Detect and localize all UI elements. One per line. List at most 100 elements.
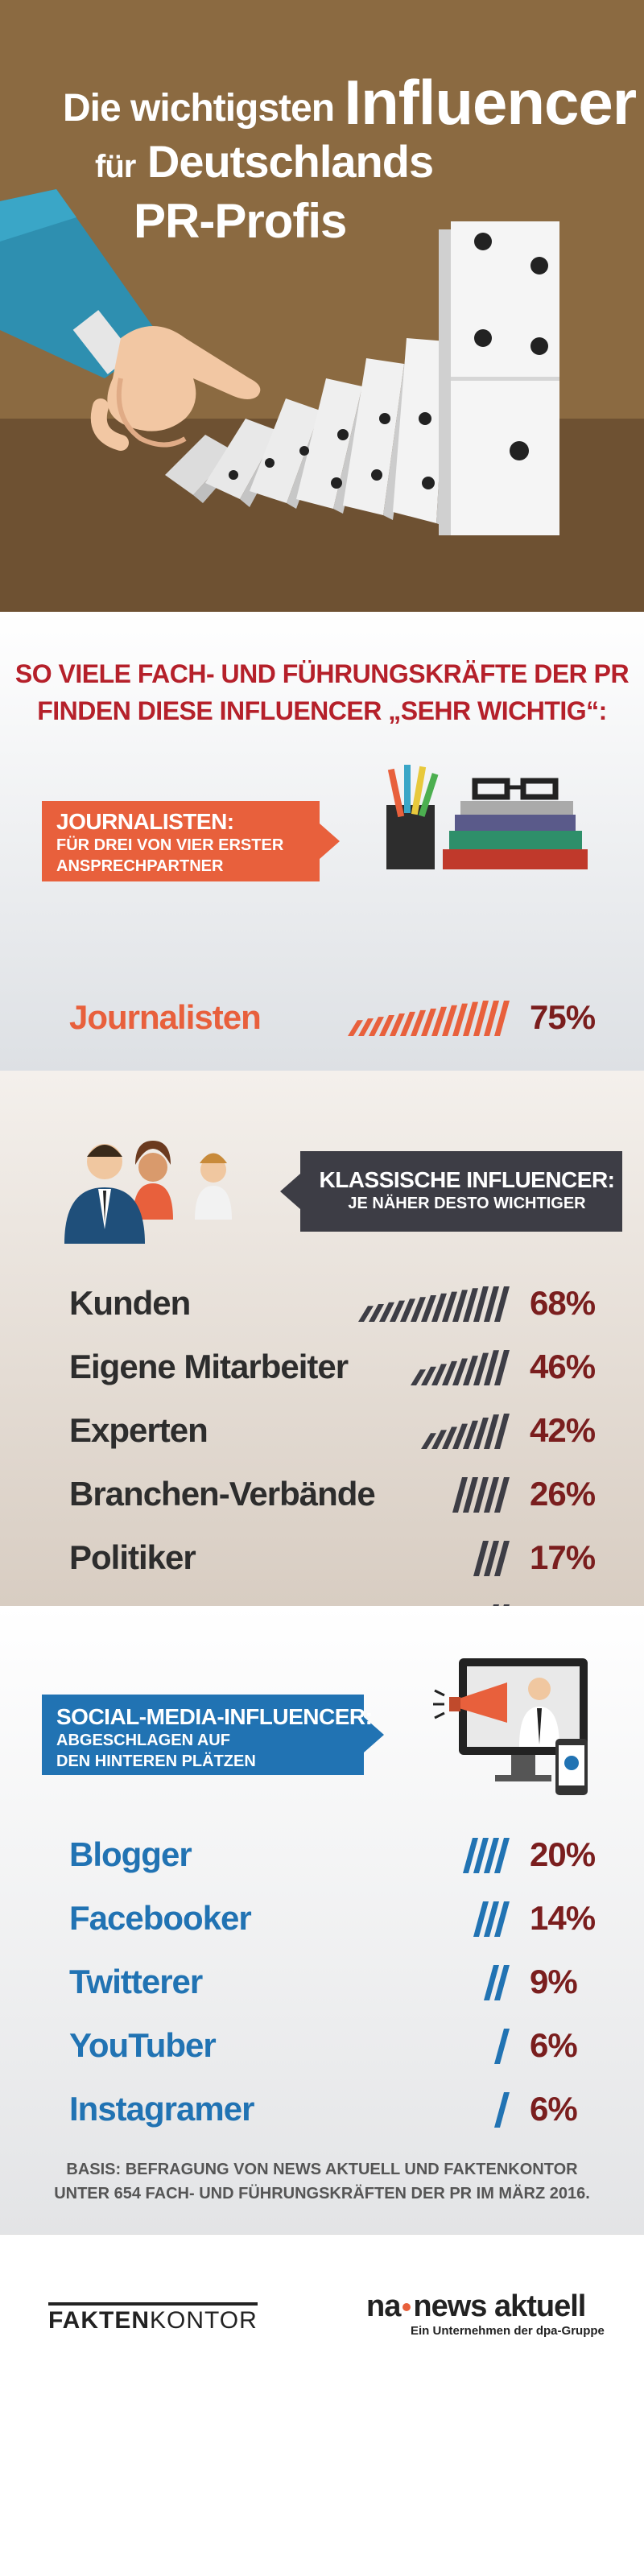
tally-bar xyxy=(431,1293,447,1322)
tally-bar xyxy=(411,1369,426,1385)
tally-bar xyxy=(473,1838,489,1873)
tally-bar xyxy=(421,1366,436,1385)
domino-illustration xyxy=(0,189,559,535)
tally-bar xyxy=(494,2029,510,2064)
tally-bar xyxy=(358,1306,374,1322)
value-ngos: 8% xyxy=(530,1602,578,1606)
tally-bar xyxy=(473,1477,489,1513)
faktenkontor-logo: FAKTENKONTOR xyxy=(48,2302,258,2334)
tally-bar xyxy=(421,1433,436,1449)
social-tag-sub2: DEN HINTEREN PLÄTZEN xyxy=(56,1752,256,1770)
tally-bar xyxy=(390,1013,405,1036)
row-label-blogger: Blogger xyxy=(69,1835,192,1873)
tally-bar xyxy=(484,1414,499,1449)
social-tag-sub1: ABGESCHLAGEN AUF xyxy=(56,1732,230,1749)
tally-bar xyxy=(421,1008,436,1036)
bars-journalisten xyxy=(348,1001,510,1036)
bars-experten xyxy=(421,1414,510,1449)
tally-bar xyxy=(494,2092,510,2128)
row-label-eigene-mitarbeiter: Eigene Mitarbeiter xyxy=(69,1348,349,1385)
tally-bar xyxy=(411,1009,426,1036)
tally-bar xyxy=(463,1356,478,1385)
social-tag-title: SOCIAL-MEDIA-INFLUENCER: xyxy=(56,1704,373,1729)
row-label-journalisten: Journalisten xyxy=(69,998,262,1036)
classic-tag-shape xyxy=(280,1151,622,1232)
classic-tag-title: KLASSISCHE INFLUENCER: xyxy=(319,1167,615,1192)
journalists-tag-sub2: ANSPRECHPARTNER xyxy=(56,857,224,875)
tally-bar xyxy=(452,1477,468,1513)
news-aktuell-main: news aktuell xyxy=(413,2289,586,2323)
basis-line2: UNTER 654 FACH- UND FÜHRUNGSKRÄFTEN DER … xyxy=(54,2185,590,2202)
tally-bar xyxy=(452,1423,468,1449)
tally-bar xyxy=(390,1300,405,1322)
hero-title-line1: Die wichtigsten Influencer xyxy=(63,67,637,138)
tally-bar xyxy=(473,1541,489,1576)
journalists-tag-shape xyxy=(42,801,340,881)
row-label-twitterer: Twitterer xyxy=(69,1963,203,2000)
tally-bar xyxy=(484,1901,499,1937)
tally-bar xyxy=(452,1290,468,1322)
row-label-branchen-verb-nde: Branchen-Verbände xyxy=(69,1475,376,1513)
bars-twitterer xyxy=(484,1965,510,2000)
tally-bar xyxy=(431,1430,447,1449)
bars-facebooker xyxy=(473,1901,510,1937)
value-twitterer: 9% xyxy=(530,1963,578,2000)
tally-bar xyxy=(400,1011,415,1036)
tally-bar xyxy=(484,1838,499,1873)
tally-bar xyxy=(473,1286,489,1322)
tally-bar xyxy=(484,1286,499,1322)
tally-bar xyxy=(473,1417,489,1449)
books-pencils-icon xyxy=(386,765,588,869)
hero-banner: Die wichtigsten Influencer für Deutschla… xyxy=(0,0,644,612)
tally-bar xyxy=(442,1360,457,1385)
row-label-kunden: Kunden xyxy=(69,1284,191,1322)
tally-bar xyxy=(494,1001,510,1036)
value-branchen-verb-nde: 26% xyxy=(530,1475,596,1513)
row-label-experten: Experten xyxy=(69,1411,208,1449)
tally-bar xyxy=(494,1901,510,1937)
tally-bar xyxy=(494,1350,510,1385)
tally-bar xyxy=(473,1352,489,1385)
social-tag-shape xyxy=(42,1695,384,1775)
tally-bar xyxy=(484,1541,499,1576)
bars-instagramer xyxy=(494,2092,510,2128)
row-label-facebooker: Facebooker xyxy=(69,1899,252,1937)
tally-bar xyxy=(484,1477,499,1513)
tally-bar xyxy=(348,1020,363,1036)
section-social-media-influencers: SOCIAL-MEDIA-INFLUENCER: ABGESCHLAGEN AU… xyxy=(0,1606,644,2234)
tally-bar xyxy=(503,1604,510,1606)
tally-bar xyxy=(484,1965,499,2000)
tally-bar xyxy=(452,1003,468,1036)
value-instagramer: 6% xyxy=(530,2090,578,2128)
tally-bar xyxy=(379,1302,394,1322)
tally-bar xyxy=(442,1291,457,1322)
row-label-youtuber: YouTuber xyxy=(69,2026,217,2064)
footer-logos: FAKTENKONTOR na news aktuell Ein Unterneh… xyxy=(0,2234,644,2415)
journalists-tag-title: JOURNALISTEN: xyxy=(56,809,234,834)
tally-bar xyxy=(494,1477,510,1513)
hero-title-line3: PR-Profis xyxy=(134,194,347,248)
tally-bar xyxy=(494,1286,510,1322)
row-label-politiker: Politiker xyxy=(69,1538,196,1576)
tally-bar xyxy=(494,1541,510,1576)
bars-eigene-mitarbeiter xyxy=(411,1350,510,1385)
classic-tag-sub: JE NÄHER DESTO WICHTIGER xyxy=(348,1195,586,1212)
value-blogger: 20% xyxy=(530,1835,596,1873)
tally-bar xyxy=(493,1604,499,1606)
bars-branchen-verb-nde xyxy=(452,1477,510,1513)
news-aktuell-prefix: na xyxy=(366,2289,401,2323)
tally-bar xyxy=(431,1364,447,1385)
tally-bar xyxy=(421,1295,436,1322)
tally-bar xyxy=(494,1838,510,1873)
intro-line2: FINDEN DIESE INFLUENCER „SEHR WICHTIG“: xyxy=(37,696,607,725)
tally-bar xyxy=(369,1017,384,1036)
tally-bar xyxy=(358,1018,374,1036)
row-label-ngos: NGOs xyxy=(69,1602,163,1606)
megaphone-monitor-icon xyxy=(433,1658,588,1795)
bars-ngos xyxy=(493,1604,510,1606)
classic-tag: KLASSISCHE INFLUENCER: JE NÄHER DESTO WI… xyxy=(310,1167,624,1214)
bars-kunden xyxy=(358,1286,510,1322)
tally-bar xyxy=(369,1304,384,1322)
tally-bar xyxy=(452,1358,468,1385)
news-aktuell-sub: Ein Unternehmen der dpa-Gruppe xyxy=(411,2324,605,2338)
